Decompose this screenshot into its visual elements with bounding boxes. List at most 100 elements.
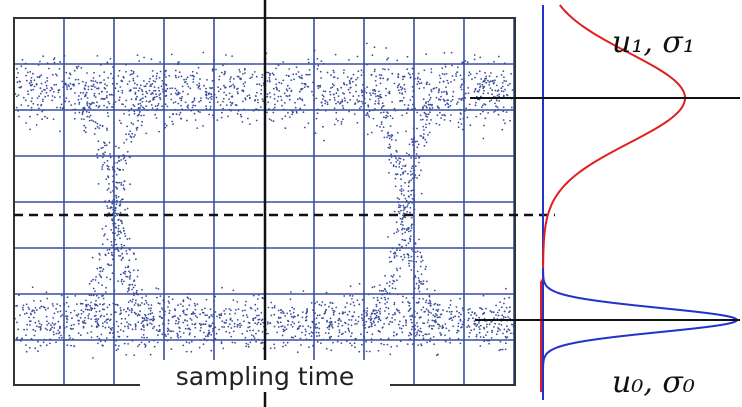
sample-dot (152, 75, 154, 77)
sample-dot (37, 341, 39, 343)
sample-dot (267, 93, 269, 95)
sample-dot (404, 104, 406, 106)
sample-dot (401, 115, 403, 117)
sample-dot (460, 118, 462, 120)
sample-dot (500, 341, 502, 343)
sample-dot (115, 207, 117, 209)
sample-dot (445, 104, 447, 106)
sample-dot (92, 102, 94, 104)
sample-dot (245, 304, 247, 306)
sample-dot (205, 88, 207, 90)
sample-dot (129, 278, 131, 280)
sample-dot (137, 120, 139, 122)
sample-dot (317, 65, 319, 67)
sample-dot (428, 319, 430, 321)
sample-dot (99, 310, 101, 312)
sample-dot (243, 83, 245, 85)
sample-dot (102, 345, 104, 347)
sample-dot (403, 205, 405, 207)
sample-dot (225, 54, 227, 56)
sample-dot (106, 127, 108, 129)
sample-dot (220, 88, 222, 90)
sample-dot (106, 205, 108, 207)
sample-dot (100, 316, 102, 318)
sample-dot (380, 343, 382, 345)
sample-dot (403, 195, 405, 197)
sample-dot (186, 341, 188, 343)
sample-dot (234, 87, 236, 89)
sample-dot (215, 69, 217, 71)
sample-dot (387, 132, 389, 134)
sample-dot (371, 341, 373, 343)
sample-dot (324, 100, 326, 102)
sample-dot (503, 316, 505, 318)
sample-dot (281, 118, 283, 120)
sample-dot (388, 338, 390, 340)
sample-dot (409, 99, 411, 101)
sample-dot (507, 84, 509, 86)
sample-dot (337, 120, 339, 122)
sample-dot (126, 126, 128, 128)
sample-dot (120, 329, 122, 331)
sample-dot (90, 309, 92, 311)
sample-dot (175, 77, 177, 79)
sample-dot (402, 325, 404, 327)
sample-dot (315, 324, 317, 326)
sample-dot (293, 308, 295, 310)
sample-dot (282, 61, 284, 63)
sample-dot (16, 96, 18, 98)
sample-dot (131, 301, 133, 303)
sample-dot (475, 102, 477, 104)
sample-dot (34, 330, 36, 332)
sample-dot (391, 317, 393, 319)
sample-dot (156, 73, 158, 75)
sample-dot (370, 94, 372, 96)
sample-dot (417, 256, 419, 258)
sample-dot (389, 353, 391, 355)
sample-dot (109, 103, 111, 105)
sample-dot (132, 78, 134, 80)
sample-dot (267, 323, 269, 325)
sample-dot (37, 104, 39, 106)
sample-dot (444, 52, 446, 54)
sample-dot (34, 86, 36, 88)
sample-dot (355, 319, 357, 321)
sample-dot (397, 76, 399, 78)
sample-dot (418, 329, 420, 331)
sample-dot (151, 58, 153, 60)
sample-dot (100, 98, 102, 100)
sample-dot (300, 98, 302, 100)
sample-dot (229, 323, 231, 325)
sample-dot (131, 309, 133, 311)
sample-dot (70, 88, 72, 90)
sample-dot (23, 329, 25, 331)
sample-dot (138, 90, 140, 92)
sample-dot (159, 77, 161, 79)
sample-dot (129, 81, 131, 83)
sample-dot (493, 111, 495, 113)
sample-dot (483, 336, 485, 338)
sample-dot (26, 80, 28, 82)
sample-dot (176, 90, 178, 92)
sample-dot (133, 72, 135, 74)
sample-dot (35, 307, 37, 309)
sample-dot (411, 138, 413, 140)
sample-dot (244, 68, 246, 70)
sample-dot (182, 310, 184, 312)
sample-dot (212, 322, 214, 324)
sample-dot (406, 152, 408, 154)
sample-dot (52, 317, 54, 319)
sample-dot (375, 310, 377, 312)
sample-dot (417, 271, 419, 273)
sample-dot (491, 99, 493, 101)
sample-dot (479, 83, 481, 85)
sample-dot (223, 310, 225, 312)
sample-dot (469, 326, 471, 328)
sample-dot (502, 86, 504, 88)
sample-dot (424, 139, 426, 141)
sample-dot (78, 313, 80, 315)
sample-dot (366, 43, 368, 45)
sample-dot (389, 135, 391, 137)
sample-dot (198, 83, 200, 85)
sample-dot (160, 295, 162, 297)
